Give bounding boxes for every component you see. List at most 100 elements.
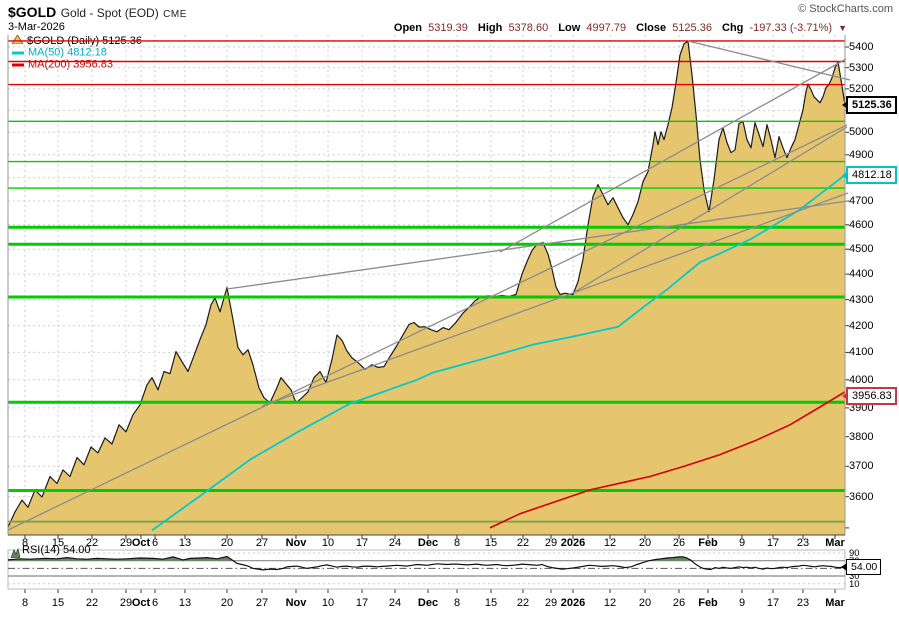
date-tick-label: 27 xyxy=(255,597,269,609)
date-tick-label: 17 xyxy=(766,537,780,549)
price-tick-label: 3900 xyxy=(849,402,874,414)
date-tick-label: Oct xyxy=(131,597,151,609)
chg-value: -197.33 (-3.71%) xyxy=(749,22,833,34)
date-tick-label: 13 xyxy=(178,597,192,609)
date-tick-label: 2026 xyxy=(560,597,586,609)
date-tick-label: 23 xyxy=(796,597,810,609)
price-tick-label: 4100 xyxy=(849,346,874,358)
rsi-tick-label: 30 xyxy=(849,571,860,582)
ma50-price-value: 4812.18 xyxy=(852,169,892,181)
ohlc-summary: Open 5319.39 High 5378.60 Low 4997.79 Cl… xyxy=(394,22,847,34)
down-triangle-icon: ▼ xyxy=(838,23,847,33)
price-tick-label: 4900 xyxy=(849,149,874,161)
date-tick-label: 20 xyxy=(220,537,234,549)
date-tick-label: 17 xyxy=(355,537,369,549)
date-tick-label: 15 xyxy=(51,597,65,609)
chg-label: Chg xyxy=(722,22,744,34)
date-tick-label: 24 xyxy=(388,597,402,609)
price-tick-label: 4500 xyxy=(849,243,874,255)
price-tick-label: 4400 xyxy=(849,268,874,280)
date-tick-label: 8 xyxy=(21,537,29,549)
price-tick-label: 4700 xyxy=(849,195,874,207)
symbol-exchange: CME xyxy=(163,9,187,20)
copyright-label: © StockCharts.com xyxy=(798,3,893,15)
tag-arrow-icon xyxy=(842,101,848,109)
date-tick-label: 6 xyxy=(151,597,159,609)
date-tick-label: 17 xyxy=(355,597,369,609)
high-value: 5378.60 xyxy=(508,22,549,34)
date-tick-label: Mar xyxy=(825,597,845,609)
date-tick-label: 23 xyxy=(796,537,810,549)
date-tick-label: Dec xyxy=(417,537,439,549)
date-tick-label: Nov xyxy=(285,537,307,549)
date-tick-label: 8 xyxy=(21,597,29,609)
date-tick-label: Mar xyxy=(825,537,845,549)
date-tick-label: 15 xyxy=(51,537,65,549)
date-tick-label: 17 xyxy=(766,597,780,609)
close-label: Close xyxy=(636,22,667,34)
rsi-value: 54.00 xyxy=(851,561,878,573)
symbol-label: $GOLD xyxy=(8,4,57,20)
tag-arrow-icon xyxy=(841,563,847,571)
date-tick-label: 15 xyxy=(484,537,498,549)
date-tick-label: 22 xyxy=(516,537,530,549)
date-tick-label: 29 xyxy=(119,597,133,609)
date-tick-label: 6 xyxy=(151,537,159,549)
chart-date: 3-Mar-2026 xyxy=(8,21,65,33)
legend-item-ma50[interactable]: MA(50) 4812.18 xyxy=(12,47,107,58)
date-tick-label: 24 xyxy=(388,537,402,549)
low-label: Low xyxy=(558,22,581,34)
date-tick-label: 9 xyxy=(738,537,746,549)
date-tick-label: 15 xyxy=(484,597,498,609)
price-tick-label: 5200 xyxy=(849,83,874,95)
date-tick-label: Dec xyxy=(417,597,439,609)
date-tick-label: Oct xyxy=(131,537,151,549)
price-tick-label: 3700 xyxy=(849,460,874,472)
date-tick-label: 22 xyxy=(85,537,99,549)
legend-ma50-label: MA(50) 4812.18 xyxy=(28,46,107,59)
high-label: High xyxy=(477,22,503,34)
date-tick-label: 29 xyxy=(544,597,558,609)
legend-item-ma200[interactable]: MA(200) 3956.83 xyxy=(12,59,113,70)
date-tick-label: Nov xyxy=(285,597,307,609)
rsi-legend-label[interactable]: RSI(14) 54.00 xyxy=(22,544,91,556)
date-tick-label: Feb xyxy=(698,537,718,549)
date-tick-label: 29 xyxy=(119,537,133,549)
date-tick-label: Feb xyxy=(698,597,718,609)
rsi-tick-label: 10 xyxy=(849,579,860,590)
rsi-series-icon xyxy=(9,545,21,563)
date-tick-label: 22 xyxy=(516,597,530,609)
date-tick-label: 13 xyxy=(178,537,192,549)
close-value: 5125.36 xyxy=(672,22,712,34)
date-tick-label: 2026 xyxy=(560,537,586,549)
ma200-line-icon xyxy=(12,59,24,70)
low-value: 4997.79 xyxy=(586,22,627,34)
price-tick-label: 3800 xyxy=(849,431,874,443)
date-tick-label: 26 xyxy=(672,597,686,609)
date-tick-label: 9 xyxy=(738,597,746,609)
price-tick-label: 3600 xyxy=(849,491,874,503)
date-tick-label: 8 xyxy=(453,537,461,549)
open-label: Open xyxy=(393,22,423,34)
ma200-price-tag: 3956.83 xyxy=(842,387,897,405)
price-tick-label: 5300 xyxy=(849,62,874,74)
date-tick-label: 27 xyxy=(255,537,269,549)
last-price-value: 5125.36 xyxy=(852,99,892,111)
price-tick-label: 4300 xyxy=(849,294,874,306)
date-tick-label: 20 xyxy=(638,537,652,549)
tag-arrow-icon xyxy=(842,171,848,179)
price-tick-label: 5400 xyxy=(849,41,874,53)
date-tick-label: 22 xyxy=(85,597,99,609)
date-tick-label: 20 xyxy=(220,597,234,609)
rsi-value-tag: 54.00 xyxy=(841,559,882,575)
price-tick-label: 4600 xyxy=(849,219,874,231)
date-tick-label: 10 xyxy=(321,597,335,609)
date-tick-label: 29 xyxy=(544,537,558,549)
date-tick-label: 10 xyxy=(321,537,335,549)
ma50-line-icon xyxy=(12,47,24,58)
tag-arrow-icon xyxy=(842,392,848,400)
legend-ma200-label: MA(200) 3956.83 xyxy=(28,58,113,71)
date-tick-label: 12 xyxy=(603,537,617,549)
